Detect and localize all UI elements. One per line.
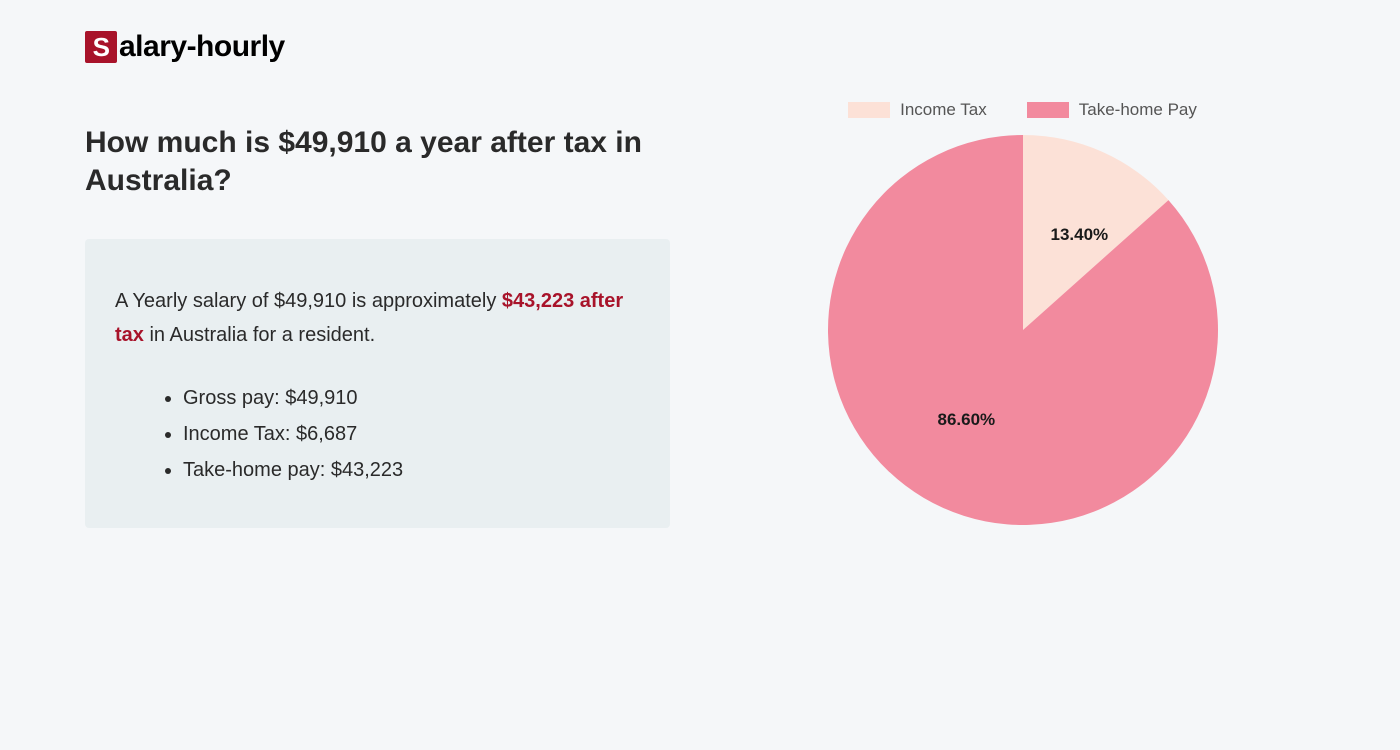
logo-mark: S: [85, 31, 117, 63]
summary-box: A Yearly salary of $49,910 is approximat…: [85, 239, 670, 528]
slice-label-income-tax: 13.40%: [1051, 225, 1109, 245]
slice-label-take-home: 86.60%: [938, 410, 996, 430]
legend-swatch: [1027, 102, 1069, 118]
pie-chart: 13.40% 86.60%: [828, 135, 1218, 525]
legend-item-income-tax: Income Tax: [848, 100, 987, 120]
pie-svg: [828, 135, 1218, 525]
chart-legend: Income Tax Take-home Pay: [848, 100, 1197, 120]
summary-text: A Yearly salary of $49,910 is approximat…: [115, 284, 640, 352]
logo: Salary-hourly: [85, 30, 670, 64]
summary-post: in Australia for a resident.: [144, 324, 375, 346]
summary-pre: A Yearly salary of $49,910 is approximat…: [115, 290, 502, 312]
breakdown-list: Gross pay: $49,910 Income Tax: $6,687 Ta…: [115, 380, 640, 488]
page-title: How much is $49,910 a year after tax in …: [85, 124, 670, 199]
page-container: Salary-hourly How much is $49,910 a year…: [0, 0, 1400, 558]
left-column: Salary-hourly How much is $49,910 a year…: [85, 30, 670, 528]
legend-swatch: [848, 102, 890, 118]
list-item: Income Tax: $6,687: [183, 416, 640, 452]
legend-item-take-home: Take-home Pay: [1027, 100, 1197, 120]
list-item: Take-home pay: $43,223: [183, 452, 640, 488]
logo-text: alary-hourly: [119, 30, 285, 64]
right-column: Income Tax Take-home Pay 13.40% 86.60%: [730, 30, 1315, 528]
legend-label: Income Tax: [900, 100, 987, 120]
legend-label: Take-home Pay: [1079, 100, 1197, 120]
list-item: Gross pay: $49,910: [183, 380, 640, 416]
